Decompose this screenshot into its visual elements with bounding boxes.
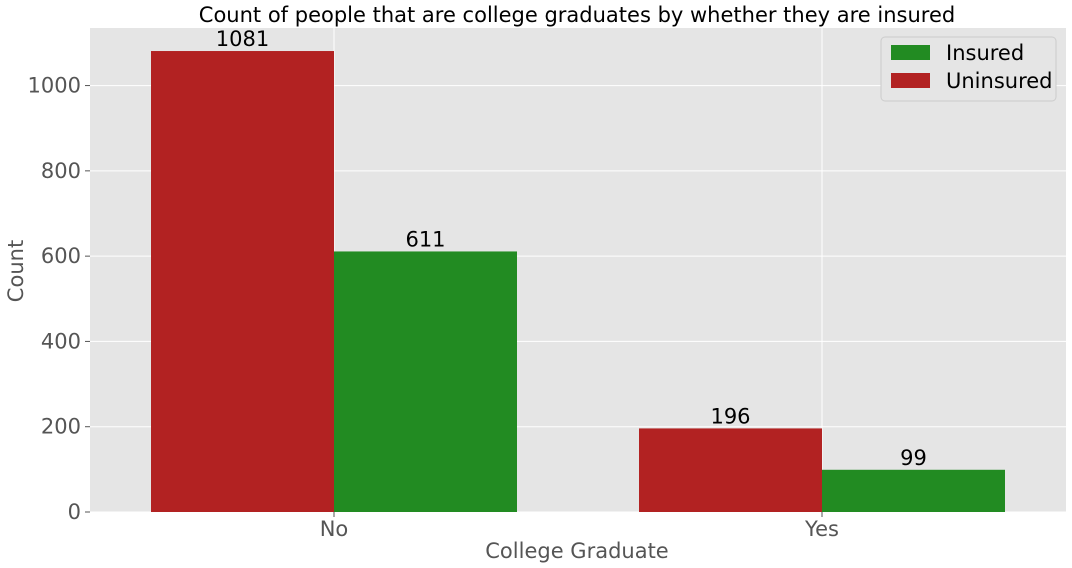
y-tick-label: 400 xyxy=(41,329,81,353)
y-tick-label: 0 xyxy=(68,500,81,524)
bar-value-label: 611 xyxy=(405,227,445,251)
y-tick-label: 200 xyxy=(41,415,81,439)
legend-swatch-uninsured xyxy=(891,73,930,88)
data-labels: 1081 196 611 99 xyxy=(216,27,927,470)
bar-value-label: 1081 xyxy=(216,27,269,51)
y-tick-label: 1000 xyxy=(28,74,81,98)
legend-swatch-insured xyxy=(891,45,930,60)
x-tick-label: Yes xyxy=(804,517,839,541)
bar-value-label: 196 xyxy=(710,404,750,428)
legend-label-insured: Insured xyxy=(946,41,1024,65)
bar-insured xyxy=(822,469,1005,512)
x-tick-label: No xyxy=(320,517,349,541)
x-axis-label: College Graduate xyxy=(485,539,668,563)
bar-uninsured xyxy=(639,428,822,512)
bar-value-label: 99 xyxy=(900,446,927,470)
x-axis-ticks: No Yes xyxy=(320,512,839,541)
legend: Insured Uninsured xyxy=(880,36,1057,102)
bars xyxy=(151,51,1005,512)
y-axis-ticks: 0 200 400 600 800 1000 xyxy=(28,74,90,524)
y-tick-label: 600 xyxy=(41,244,81,268)
chart-title: Count of people that are college graduat… xyxy=(199,3,955,27)
y-axis-label: Count xyxy=(4,240,28,302)
y-tick-label: 800 xyxy=(41,159,81,183)
bar-uninsured xyxy=(151,51,334,512)
bar-insured xyxy=(334,251,517,512)
legend-label-uninsured: Uninsured xyxy=(946,69,1053,93)
